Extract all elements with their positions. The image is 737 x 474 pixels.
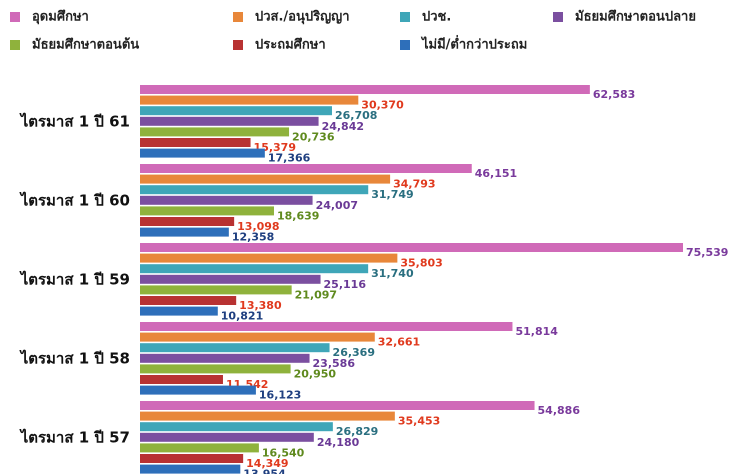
legend-swatch [233,40,243,50]
value-label: 35,453 [398,415,440,428]
legend-label: ปวส./อนุปริญญา [255,10,350,25]
legend-swatch [233,12,243,22]
value-label: 13,954 [243,468,286,474]
value-label: 18,639 [277,209,319,222]
bar [140,264,369,274]
value-label: 31,749 [371,188,413,201]
category-label: ไตรมาส 1 ปี 57 [19,428,130,447]
value-label: 14,349 [246,457,288,470]
value-label: 32,661 [378,336,420,349]
legend-label: อุดมศึกษา [32,9,89,25]
legend-swatch [553,12,563,22]
value-label: 16,540 [262,446,305,459]
value-label: 26,708 [335,109,377,122]
bar [140,322,513,331]
value-label: 12,358 [232,231,274,244]
value-label: 54,886 [538,404,581,417]
legend-label: ปวช. [422,10,451,25]
bar [140,217,235,226]
bar [140,253,398,263]
bar [140,464,241,474]
value-label: 17,366 [268,152,311,165]
bar [140,364,291,374]
value-label: 24,180 [317,436,360,449]
value-label: 13,380 [239,299,282,312]
bar [140,422,333,432]
bar [140,353,310,363]
legend-swatch [400,12,410,22]
bar [140,138,251,147]
value-label: 46,151 [475,167,517,180]
legend-label: ประถมศึกษา [255,37,326,53]
value-label: 35,803 [400,257,442,270]
bar [140,375,223,384]
value-label: 16,123 [259,389,301,402]
bar [140,343,330,353]
bar [140,401,535,410]
value-label: 24,007 [316,199,358,212]
bar [140,306,218,316]
bar [140,116,319,126]
value-label: 24,842 [322,120,364,133]
bar [140,443,259,453]
value-label: 26,369 [333,346,375,359]
category-label: ไตรมาส 1 ปี 60 [19,191,130,210]
bar [140,411,395,421]
category-label: ไตรมาส 1 ปี 59 [19,270,130,289]
value-label: 20,950 [294,367,337,380]
legend-swatch [10,12,20,22]
bar [140,432,314,442]
bar [140,185,369,195]
bar [140,274,321,284]
bar [140,95,359,105]
value-label: 25,116 [324,278,367,291]
category-label: ไตรมาส 1 ปี 61 [19,112,130,131]
value-label: 23,586 [313,357,356,370]
bar [140,174,391,184]
value-label: 21,097 [295,288,337,301]
bar [140,127,290,137]
bar [140,243,683,252]
value-label: 51,814 [515,325,558,338]
value-label: 31,740 [371,267,414,280]
bar [140,106,332,116]
value-label: 62,583 [593,88,635,101]
legend-label: มัธยมศึกษาตอนต้น [32,37,139,53]
bar [140,385,256,395]
bar [140,206,274,216]
value-label: 10,821 [221,310,263,323]
value-label: 26,829 [336,425,378,438]
bar [140,454,244,463]
legend-swatch [10,40,20,50]
bar [140,85,590,94]
value-label: 34,793 [393,178,435,191]
value-label: 30,370 [361,99,404,112]
legend-swatch [400,40,410,50]
legend-label: มัธยมศึกษาตอนปลาย [575,9,696,25]
bar [140,296,237,305]
bar [140,332,375,342]
bar [140,164,472,173]
bar [140,285,292,295]
category-label: ไตรมาส 1 ปี 58 [19,349,130,368]
value-label: 13,098 [237,220,279,233]
bar [140,195,313,205]
value-label: 20,736 [292,130,335,143]
bar [140,148,265,158]
value-label: 75,539 [686,246,728,259]
legend-label: ไม่มี/ต่ำกว่าประถม [420,35,527,53]
bar [140,227,229,237]
